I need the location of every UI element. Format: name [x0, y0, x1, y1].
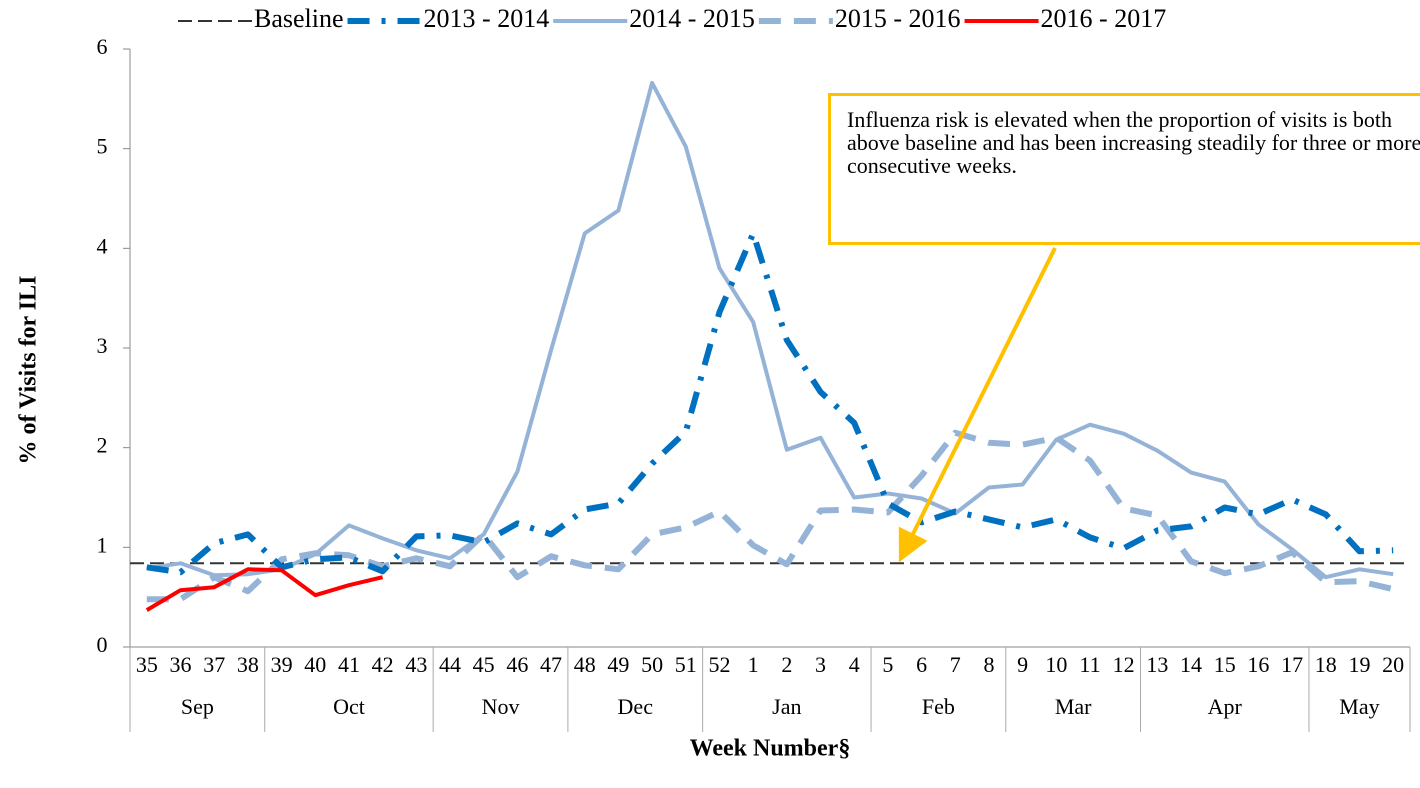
- x-tick-label: 2: [781, 652, 792, 677]
- y-tick-label: 6: [97, 34, 108, 59]
- x-tick-label: 38: [237, 652, 259, 677]
- x-tick-label: 51: [675, 652, 697, 677]
- x-tick-label: 18: [1315, 652, 1337, 677]
- x-tick-label: 3: [815, 652, 826, 677]
- y-axis-title: % of Visits for ILI: [16, 276, 42, 465]
- x-tick-label: 11: [1079, 652, 1100, 677]
- x-tick-label: 46: [506, 652, 528, 677]
- x-tick-label: 17: [1281, 652, 1303, 677]
- y-tick-label: 0: [97, 632, 108, 657]
- x-tick-label: 5: [882, 652, 893, 677]
- month-label: Oct: [333, 694, 365, 719]
- y-tick-label: 1: [97, 532, 108, 557]
- month-label: Sep: [181, 694, 214, 719]
- series-line: [145, 567, 384, 612]
- x-tick-label: 35: [136, 652, 158, 677]
- series-line: [146, 230, 1394, 576]
- x-tick-label: 44: [439, 652, 461, 677]
- y-tick-label: 4: [97, 233, 108, 258]
- x-tick-label: 12: [1113, 652, 1135, 677]
- x-tick-label: 42: [372, 652, 394, 677]
- x-tick-label: 52: [708, 652, 730, 677]
- legend-label: 2015 - 2016: [835, 4, 961, 33]
- x-tick-label: 20: [1382, 652, 1404, 677]
- x-tick-label: 8: [983, 652, 994, 677]
- x-tick-label: 45: [473, 652, 495, 677]
- legend-label: 2013 - 2014: [424, 4, 550, 33]
- x-tick-label: 4: [849, 652, 860, 677]
- x-tick-label: 9: [1017, 652, 1028, 677]
- x-tick-label: 36: [170, 652, 192, 677]
- y-tick-label: 5: [97, 134, 108, 159]
- x-tick-label: 6: [916, 652, 927, 677]
- x-tick-label: 49: [607, 652, 629, 677]
- annotation: Influenza risk is elevated when the prop…: [828, 93, 1420, 245]
- x-tick-label: 15: [1214, 652, 1236, 677]
- x-tick-label: 10: [1045, 652, 1067, 677]
- x-tick-label: 41: [338, 652, 360, 677]
- month-label: Feb: [922, 694, 955, 719]
- month-label: Dec: [618, 694, 654, 719]
- series-line: [146, 80, 1394, 580]
- y-tick-label: 2: [97, 433, 108, 458]
- legend-label: 2016 - 2017: [1041, 4, 1167, 33]
- x-tick-label: 14: [1180, 652, 1202, 677]
- x-tick-label: 13: [1146, 652, 1168, 677]
- x-tick-label: 16: [1247, 652, 1269, 677]
- legend-label: Baseline: [254, 4, 344, 33]
- x-tick-label: 19: [1348, 652, 1370, 677]
- x-tick-label: 1: [748, 652, 759, 677]
- legend-label: 2014 - 2015: [629, 4, 755, 33]
- x-tick-label: 37: [203, 652, 225, 677]
- x-tick-label: 39: [271, 652, 293, 677]
- month-label: Mar: [1055, 694, 1092, 719]
- month-label: May: [1339, 694, 1379, 719]
- x-tick-label: 50: [641, 652, 663, 677]
- x-tick-label: 47: [540, 652, 562, 677]
- x-axis-title: Week Number§: [690, 736, 851, 762]
- y-tick-label: 3: [97, 333, 108, 358]
- x-tick-label: 48: [574, 652, 596, 677]
- x-tick-label: 43: [405, 652, 427, 677]
- x-tick-label: 7: [950, 652, 961, 677]
- month-label: Jan: [772, 694, 801, 719]
- series-line: [146, 429, 1394, 603]
- x-tick-label: 40: [304, 652, 326, 677]
- month-label: Apr: [1208, 694, 1243, 719]
- month-label: Nov: [482, 694, 520, 719]
